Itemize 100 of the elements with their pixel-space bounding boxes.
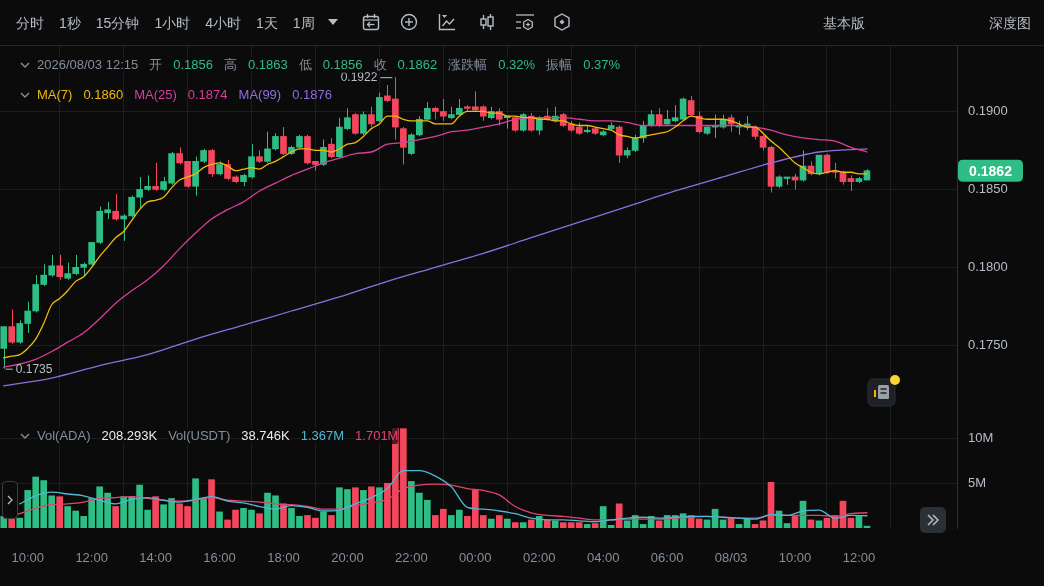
bar [735, 524, 743, 528]
text: 1周 [292, 14, 315, 31]
bar [368, 486, 375, 528]
annotation: 0.1856 [322, 57, 363, 73]
y-tick-label: 5M [968, 474, 987, 490]
annotation: 38.746K [241, 428, 290, 444]
bar [527, 519, 535, 528]
annotation: 高 [223, 57, 237, 73]
x-tick-label: 16:00 [203, 550, 236, 566]
bar [751, 524, 759, 528]
x-tick-label: 12:00 [75, 550, 108, 566]
candlestick [112, 193, 119, 222]
annotation: 0.1860 [83, 87, 124, 103]
bar [352, 487, 359, 528]
annotation: 1.367M [300, 428, 345, 444]
candlestick [527, 112, 535, 133]
annotation: Vol(USDT) [168, 428, 231, 444]
text: 0.1862 [969, 162, 1013, 179]
y-tick-label: 0.1900 [968, 103, 1008, 119]
annotation: Vol(ADA) [37, 428, 91, 444]
annotation: 0.32% [498, 57, 536, 73]
line-series [3, 148, 868, 387]
text: 分时 [16, 14, 44, 31]
text: 深度图 [989, 14, 1031, 31]
candlestick [687, 95, 695, 117]
bar [328, 515, 335, 528]
annotation: 0.37% [583, 57, 621, 73]
annotation: 0.1863 [247, 57, 288, 73]
text: 1天 [255, 14, 278, 31]
text: 基本版 [823, 14, 865, 31]
annotation: 0.1874 [187, 87, 228, 103]
bar [487, 518, 495, 528]
text: 15分钟 [95, 14, 140, 31]
x-tick-label: 20:00 [331, 550, 364, 566]
bar [216, 511, 223, 528]
candlestick [48, 254, 56, 278]
candlestick [368, 106, 375, 128]
y-tick-label: 0.1800 [968, 258, 1008, 274]
bar [8, 517, 16, 528]
x-tick-label: 06:00 [650, 550, 684, 566]
bar [511, 522, 519, 528]
candlestick [0, 326, 8, 370]
bar [615, 503, 623, 528]
x-tick-label: 10:00 [11, 550, 44, 566]
candlestick [8, 308, 16, 345]
y-tick-label: 10M [968, 430, 994, 446]
bar [639, 524, 647, 528]
x-tick-label: 14:00 [139, 550, 172, 566]
bar [376, 487, 383, 528]
annotation: 低 [298, 57, 312, 73]
candlestick [400, 126, 407, 165]
text: 4小时 [205, 14, 241, 31]
candlestick [360, 110, 367, 136]
x-tick-label: 04:00 [586, 550, 620, 566]
x-tick-label: 22:00 [395, 550, 428, 566]
x-tick-label: 18:00 [267, 550, 300, 566]
y-tick-label: 0.1750 [968, 336, 1008, 352]
bar [591, 523, 599, 528]
x-tick-label: 08/03 [714, 550, 748, 566]
annotation: 0.1735 [15, 361, 53, 376]
candlestick [152, 162, 159, 192]
bar [320, 511, 327, 528]
candlestick [264, 131, 271, 164]
line-series [3, 483, 868, 521]
candlestick [352, 112, 359, 136]
bar [503, 518, 511, 528]
annotation: 0.1876 [292, 87, 332, 103]
bar [152, 496, 159, 528]
bar [112, 506, 119, 528]
bar [583, 524, 591, 528]
bar [543, 519, 551, 528]
bar [791, 516, 799, 528]
annotation: 涨跌幅 [448, 57, 488, 73]
x-tick-label: 12:00 [842, 550, 876, 566]
candlestick [56, 254, 64, 281]
text: MA(25) [134, 87, 177, 103]
annotation: 0.1862 [397, 57, 438, 73]
annotation: 0.1856 [173, 57, 213, 73]
bar [783, 523, 791, 528]
y-tick-label: 0.1850 [968, 180, 1008, 196]
annotation: 2026/08/03 12:15 [37, 57, 139, 73]
annotation: 208.293K [101, 428, 158, 444]
bar [855, 516, 863, 528]
text: 1小时 [154, 14, 191, 31]
x-tick-label: 10:00 [778, 550, 812, 566]
x-tick-label: 00:00 [459, 550, 492, 566]
text: MA(99) [238, 87, 282, 103]
x-tick-label: 02:00 [522, 550, 556, 566]
bar [360, 490, 367, 528]
bar [256, 513, 263, 528]
bar [208, 479, 215, 528]
bar [519, 522, 527, 528]
annotation: 1.701M [355, 428, 399, 444]
annotation: 0.1922 [340, 70, 378, 85]
candlestick [280, 126, 287, 156]
bar [495, 515, 503, 528]
text: MA(7) [37, 87, 73, 103]
bar [56, 496, 64, 528]
annotation: 振幅 [546, 57, 573, 73]
text: 1秒 [59, 14, 81, 31]
